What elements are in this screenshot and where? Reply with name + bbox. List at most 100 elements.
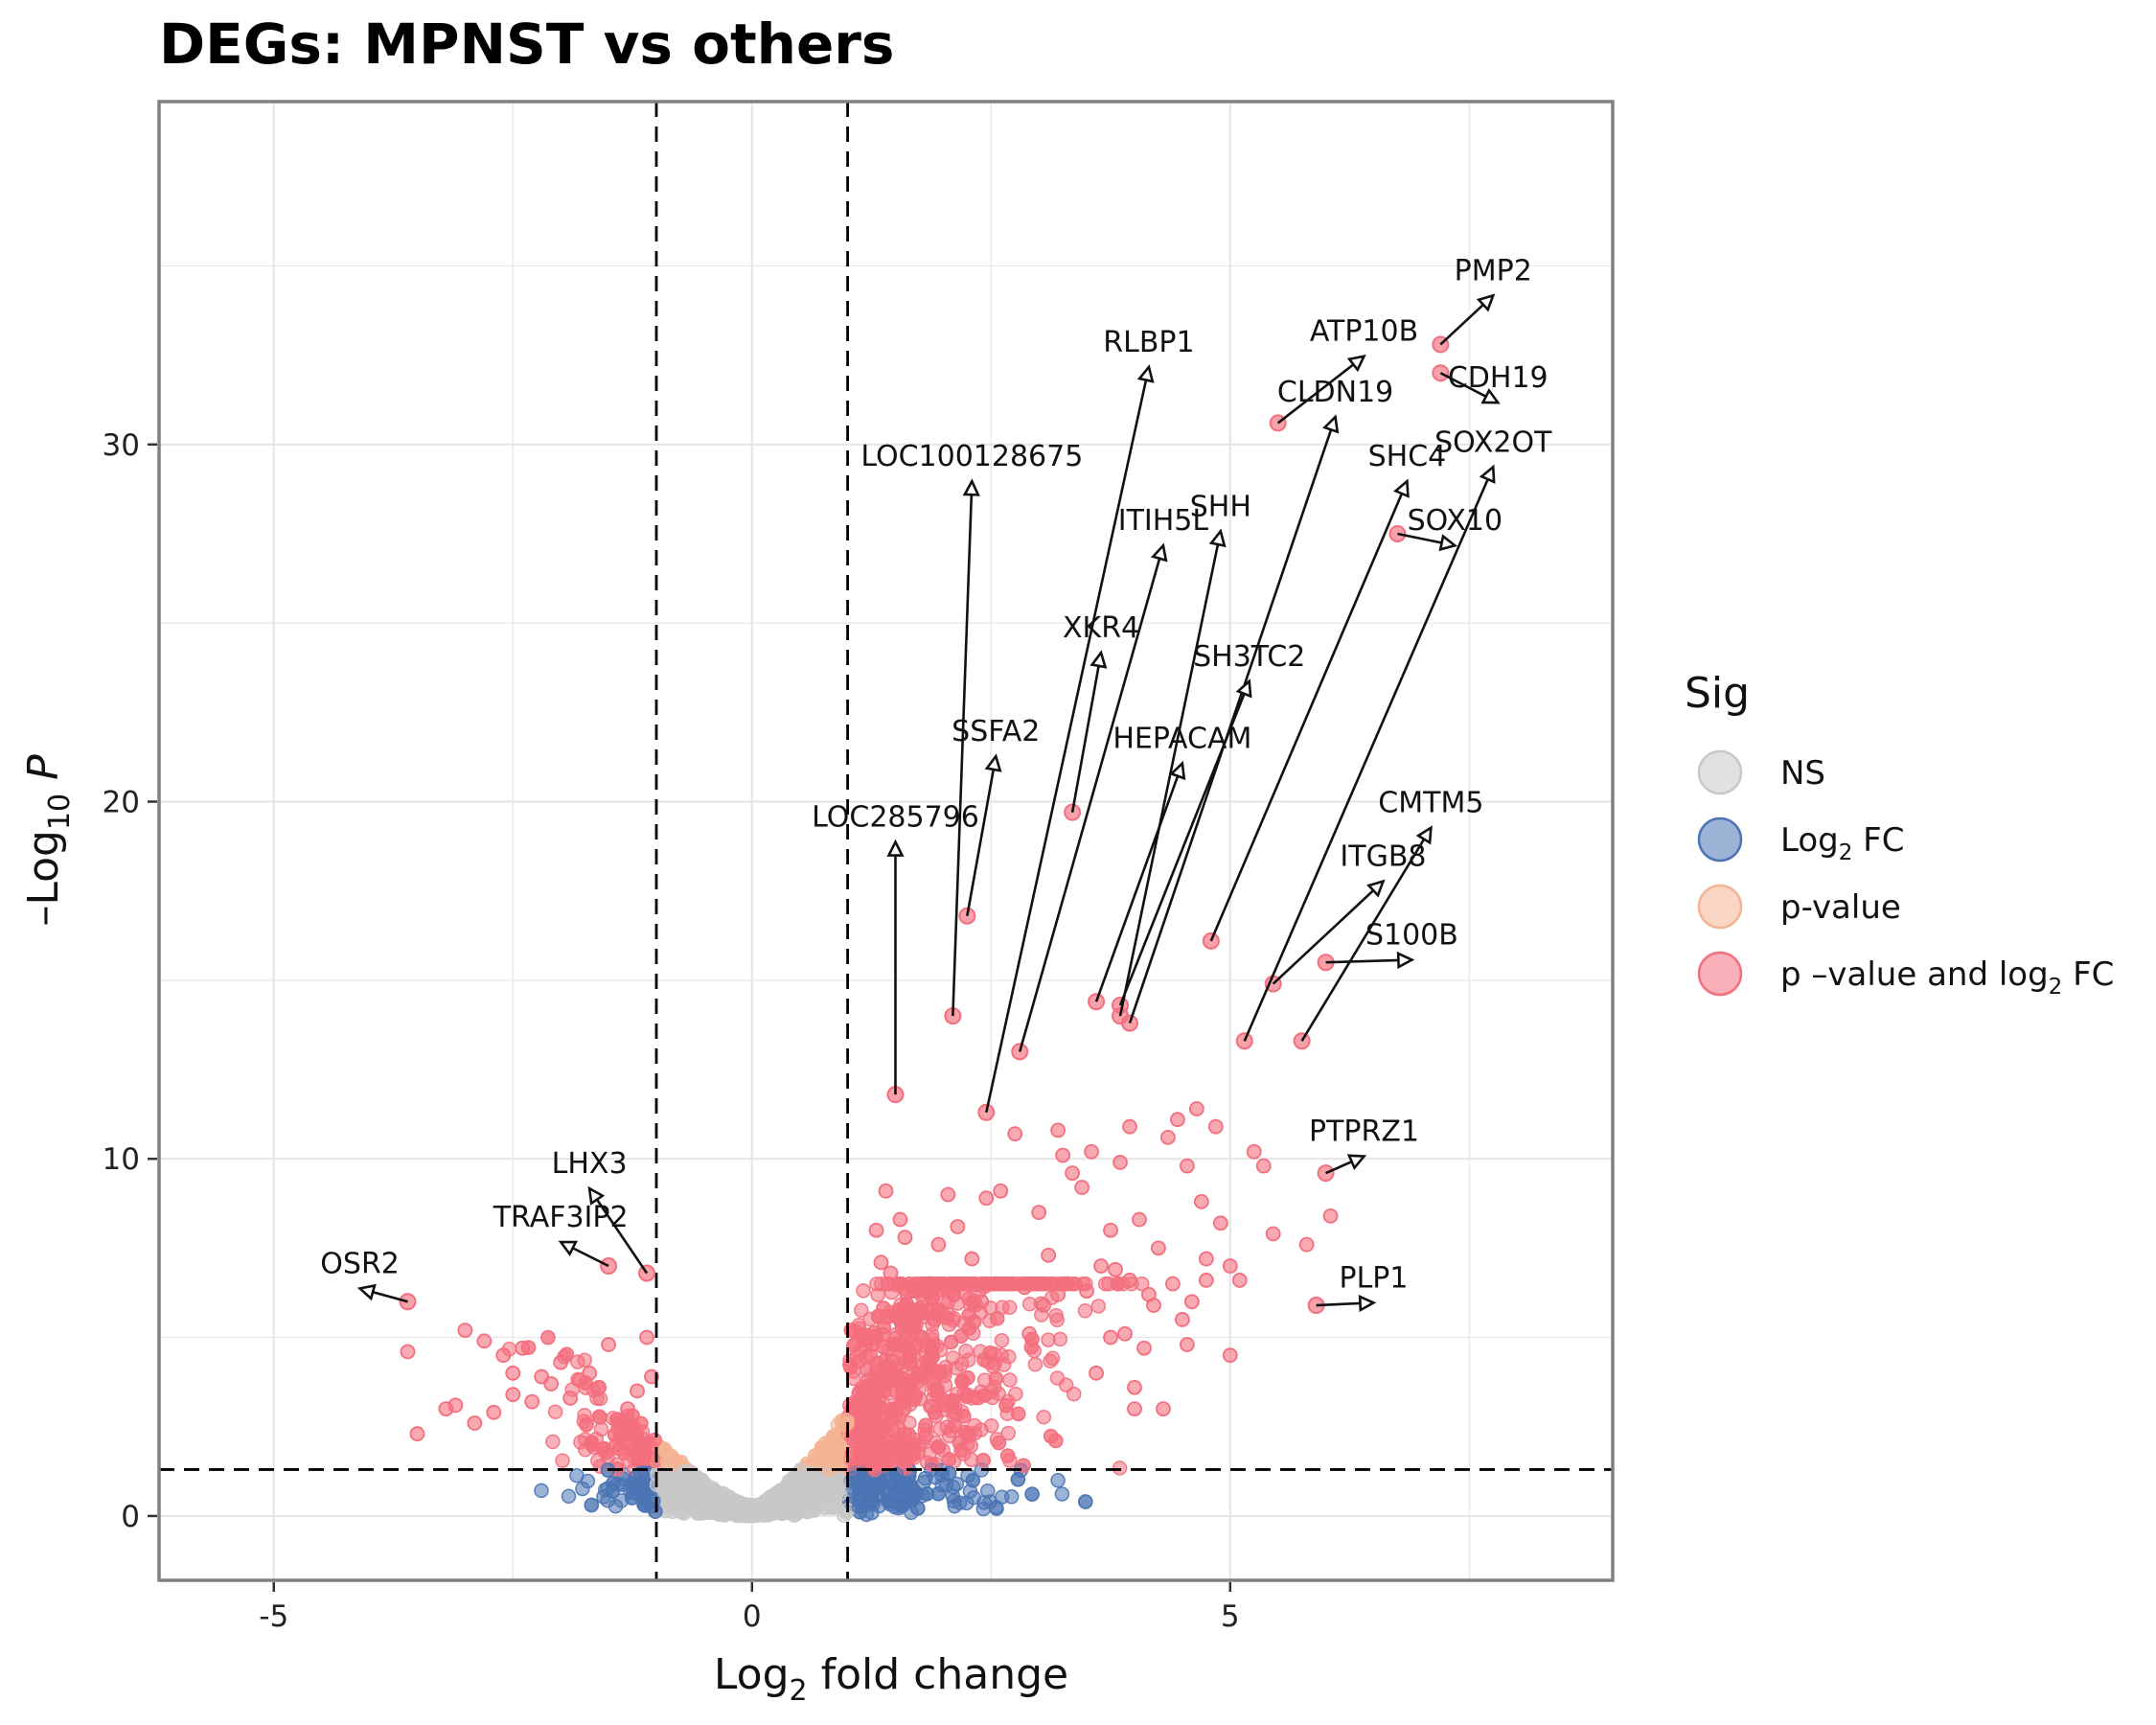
arrowhead-sox2ot (1479, 464, 1496, 484)
significant-point (883, 1265, 899, 1281)
cloud-point (1036, 1409, 1052, 1425)
cloud-point (975, 1453, 991, 1468)
cloud-point (982, 1494, 998, 1509)
cloud-point (774, 1487, 791, 1503)
significant-point (1255, 1158, 1272, 1174)
gene-label-traf3ip2: TRAF3IP2 (493, 1201, 629, 1234)
connector-itgb8 (1272, 880, 1385, 985)
cloud-point (918, 1417, 933, 1433)
significant-point (620, 1401, 635, 1417)
cloud-point (991, 1386, 1006, 1402)
cloud-point (953, 1442, 969, 1459)
significant-point (902, 1300, 918, 1317)
cloud-point (1027, 1356, 1044, 1372)
y-tick-label: 0 (121, 1500, 140, 1534)
cloud-point (545, 1434, 561, 1450)
cloud-point (916, 1368, 931, 1384)
significant-point (1151, 1240, 1166, 1256)
arrowhead-plp1 (1358, 1294, 1377, 1313)
significant-point (1103, 1222, 1118, 1238)
significant-point (457, 1322, 473, 1339)
y-tick-label: 30 (103, 428, 140, 463)
arrowhead-itih5l (1150, 542, 1168, 563)
cloud-point (576, 1414, 592, 1429)
significant-point (476, 1333, 493, 1349)
significant-point (1127, 1379, 1142, 1395)
cloud-point (965, 1473, 981, 1488)
cloud-point (636, 1450, 653, 1465)
legend-label-pvalue: p-value (1780, 888, 1901, 927)
cloud-point (624, 1442, 640, 1458)
significant-point (1060, 1276, 1076, 1292)
significant-point (1089, 1365, 1104, 1381)
cloud-point (961, 1321, 977, 1336)
cloud-point (954, 1373, 970, 1390)
cloud-point (575, 1481, 590, 1497)
cloud-point (658, 1444, 674, 1460)
cloud-point (976, 1388, 993, 1403)
x-tick-label: -5 (259, 1599, 288, 1634)
connector-sh3tc2 (1118, 680, 1250, 1006)
gene-label-osr2: OSR2 (320, 1247, 400, 1280)
cloud-point (856, 1283, 871, 1299)
cloud-point (958, 1389, 975, 1405)
significant-point (1160, 1129, 1176, 1145)
y-axis-title: –Log10 P (19, 754, 77, 927)
cloud-point (561, 1488, 577, 1505)
arrowhead-sox10 (1438, 534, 1458, 552)
cloud-point (939, 1310, 955, 1325)
cloud-point (956, 1409, 972, 1424)
gene-label-loc285796: LOC285796 (812, 801, 979, 835)
cloud-point (534, 1483, 549, 1499)
cloud-point (1048, 1433, 1064, 1449)
arrowhead-hepacam (1169, 760, 1186, 781)
significant-point (1017, 1279, 1033, 1296)
significant-point (1212, 1215, 1228, 1231)
legend-key-both (1697, 951, 1743, 997)
connector-cmtm5 (1300, 827, 1433, 1042)
significant-point (486, 1404, 502, 1420)
connector-hepacam (1094, 763, 1184, 1002)
x-axis-title: Log2 fold change (714, 1650, 1068, 1708)
y-axis-ticks: 0 10 20 30 (103, 428, 157, 1534)
significant-point (988, 1276, 1004, 1292)
legend-title: Sig (1685, 669, 1750, 718)
cloud-point (860, 1412, 875, 1427)
cloud-point (976, 1352, 992, 1368)
x-axis-title-main: Log (714, 1650, 790, 1699)
cloud-point (801, 1496, 817, 1511)
cloud-point (854, 1302, 869, 1319)
significant-point (1193, 1194, 1209, 1209)
cloud-point (844, 1445, 860, 1461)
cloud-point (1052, 1331, 1068, 1347)
cloud-point (1048, 1307, 1064, 1323)
significant-point (868, 1222, 884, 1238)
cloud-point (742, 1506, 758, 1523)
cloud-point (856, 1481, 872, 1496)
cloud-point (926, 1376, 941, 1392)
significant-point (1179, 1337, 1195, 1352)
gene-label-atp10b: ATP10B (1310, 315, 1418, 349)
gene-label-plp1: PLP1 (1340, 1261, 1409, 1295)
cloud-point (624, 1490, 640, 1506)
cloud-point (927, 1405, 943, 1420)
significant-point (601, 1337, 616, 1352)
cloud-point (880, 1374, 895, 1391)
significant-point (1050, 1286, 1067, 1302)
y-axis-title-tail: P (19, 754, 68, 794)
arrowhead-loc100128675 (962, 478, 980, 496)
cloud-point (1030, 1276, 1045, 1292)
panel-border (157, 100, 1615, 1582)
significant-point (974, 1294, 990, 1310)
x-tick-label: 5 (1221, 1599, 1240, 1634)
cloud-point (966, 1489, 981, 1506)
cloud-point (1112, 1460, 1128, 1476)
cloud-point (952, 1495, 968, 1510)
significant-point (1188, 1101, 1204, 1116)
arrowhead-pmp2 (1476, 293, 1496, 312)
cloud-point (1001, 1276, 1017, 1292)
cloud-point (1008, 1386, 1023, 1402)
significant-point (524, 1393, 540, 1410)
cloud-point (1000, 1425, 1017, 1441)
